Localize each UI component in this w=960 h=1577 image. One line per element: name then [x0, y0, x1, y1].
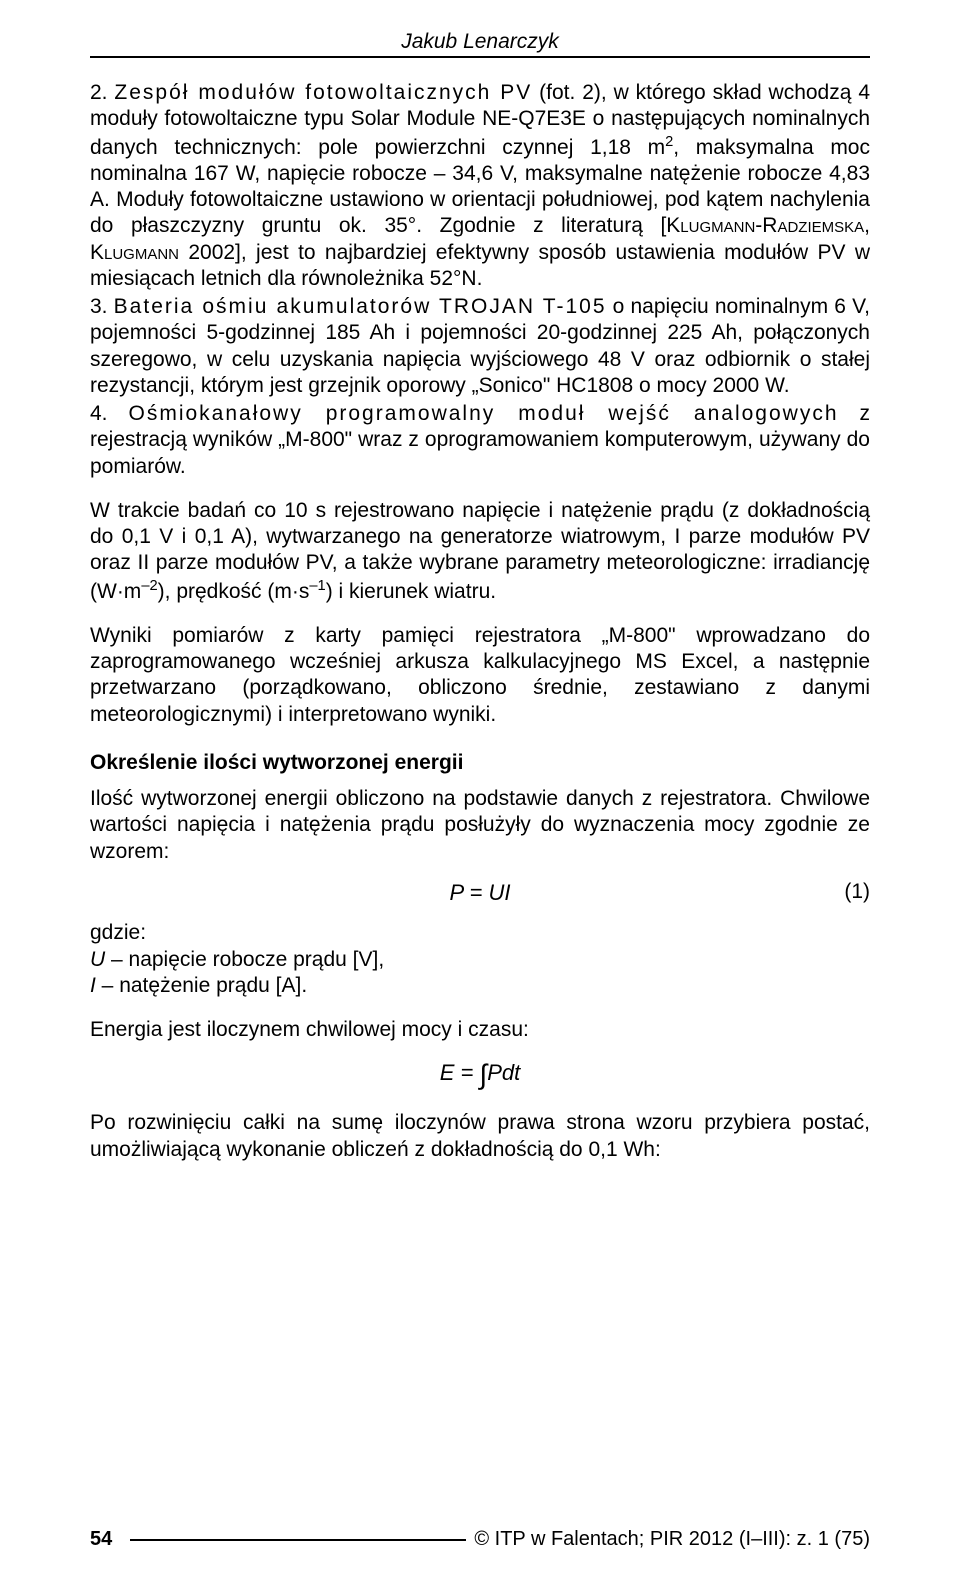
item2-lead: Zespół modułów fotowoltaicznych PV [114, 81, 532, 104]
item4-lead: Ośmiokanałowy programowalny moduł wejść … [129, 402, 839, 425]
eq1-number: (1) [844, 879, 870, 905]
p1-b: ), prędkość (m·s [158, 580, 310, 603]
eq2-formula: E = ∫Pdt [440, 1057, 520, 1092]
header-rule [90, 56, 870, 58]
where-block: gdzie: U – napięcie robocze prądu [V], I… [90, 920, 870, 999]
p1-sup1: –2 [141, 578, 157, 594]
footer-rule [130, 1539, 466, 1541]
list-item-3: 3. Bateria ośmiu akumulatorów TROJAN T-1… [90, 294, 870, 399]
where-u: U – napięcie robocze prądu [V], [90, 947, 870, 973]
eq2-lhs: E = [440, 1060, 480, 1085]
equation-2: E = ∫Pdt [90, 1057, 870, 1092]
where-i-txt: – natężenie prądu [A]. [96, 974, 307, 997]
paragraph-measurements: W trakcie badań co 10 s rejestrowano nap… [90, 498, 870, 605]
where-u-txt: – napięcie robocze prądu [V], [105, 948, 384, 971]
paragraph-energy-product: Energia jest iloczynem chwilowej mocy i … [90, 1017, 870, 1043]
p1-sup2: –1 [309, 578, 325, 594]
page-footer: 54 © ITP w Falentach; PIR 2012 (I–III): … [90, 1528, 870, 1551]
eq1-formula: P = UI [450, 879, 511, 907]
item2-rest-c: 2002], jest to najbardziej efektywny spo… [90, 241, 870, 290]
list-item-4: 4. Ośmiokanałowy programowalny moduł wej… [90, 401, 870, 480]
eq2-rhs: Pdt [487, 1060, 520, 1085]
section-title-energy: Określenie ilości wytworzonej energii [90, 750, 870, 776]
p1-c: ) i kierunek wiatru. [326, 580, 496, 603]
list-item-2: 2. Zespół modułów fotowoltaicznych PV (f… [90, 80, 870, 292]
footer-page-number: 54 [90, 1528, 112, 1551]
paragraph-integral-expand: Po rozwinięciu całki na sumę iloczynów p… [90, 1110, 870, 1163]
item3-lead: Bateria ośmiu akumulatorów TROJAN T-105 [114, 295, 607, 318]
paragraph-results: Wyniki pomiarów z karty pamięci rejestra… [90, 623, 870, 728]
item2-num: 2. [90, 81, 108, 104]
item4-num: 4. [90, 402, 108, 425]
where-label: gdzie: [90, 920, 870, 946]
item3-num: 3. [90, 295, 108, 318]
footer-reference: © ITP w Falentach; PIR 2012 (I–III): z. … [474, 1528, 870, 1551]
where-u-sym: U [90, 948, 105, 971]
paragraph-energy-intro: Ilość wytworzonej energii obliczono na p… [90, 786, 870, 865]
author-name: Jakub Lenarczyk [90, 30, 870, 54]
where-i: I – natężenie prądu [A]. [90, 973, 870, 999]
equation-1: P = UI (1) [90, 879, 870, 907]
